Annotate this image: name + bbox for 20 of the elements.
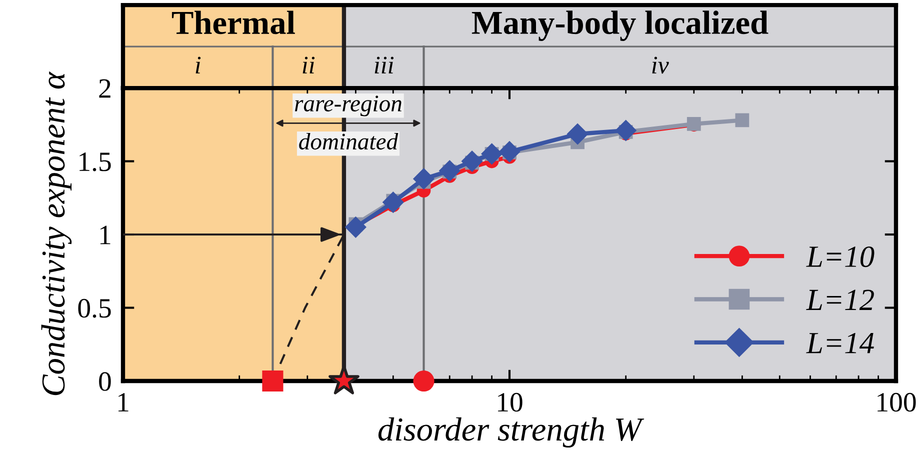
y-tick-label: 1: [100, 226, 110, 244]
y-tick-label: 0.5: [78, 298, 111, 318]
x-tick-label: 100: [878, 392, 916, 412]
band-label: Many-body localized: [472, 10, 768, 41]
y-tick-label: 0: [99, 372, 111, 391]
legend-label: L=14: [806, 332, 874, 354]
text: iii: [374, 56, 394, 74]
text: iv: [652, 56, 669, 74]
y-axis-title: Conductivity exponent α: [41, 72, 72, 396]
band-label: Thermal: [172, 10, 295, 34]
x-tick-label: 10: [498, 392, 522, 412]
y-tick-label: 2: [99, 79, 110, 98]
x-axis-title: disorder strength W: [378, 417, 644, 448]
legend-label: L=12: [806, 290, 874, 310]
text: i: [196, 56, 201, 74]
text: ii: [302, 56, 315, 74]
x-tick-label: 1: [118, 393, 128, 412]
annotation: rare-region dominated: [294, 96, 402, 150]
legend-label: L=10: [806, 246, 874, 268]
y-tick-label: 1.5: [80, 152, 111, 172]
